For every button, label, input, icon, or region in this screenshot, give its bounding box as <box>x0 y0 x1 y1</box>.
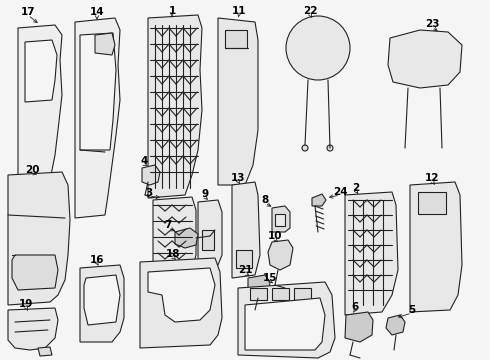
Polygon shape <box>75 18 120 218</box>
Text: 12: 12 <box>425 173 439 183</box>
Text: 2: 2 <box>352 183 360 193</box>
Text: 21: 21 <box>238 265 252 275</box>
Bar <box>272 288 289 300</box>
Polygon shape <box>345 312 373 342</box>
Polygon shape <box>8 172 70 305</box>
Text: 6: 6 <box>351 302 359 312</box>
Text: 5: 5 <box>408 305 416 315</box>
Polygon shape <box>80 33 116 150</box>
Polygon shape <box>95 33 115 55</box>
Polygon shape <box>238 282 335 358</box>
Polygon shape <box>38 347 52 356</box>
Text: 1: 1 <box>169 6 175 16</box>
Text: 22: 22 <box>303 6 317 16</box>
Bar <box>418 192 446 214</box>
Text: 18: 18 <box>166 249 180 259</box>
Bar <box>275 214 285 226</box>
Polygon shape <box>84 275 120 325</box>
Text: 16: 16 <box>90 255 104 265</box>
Polygon shape <box>268 240 293 270</box>
Bar <box>250 288 267 300</box>
Polygon shape <box>248 275 270 298</box>
Polygon shape <box>232 182 260 278</box>
Polygon shape <box>12 255 58 290</box>
Polygon shape <box>410 182 462 312</box>
Text: 19: 19 <box>19 299 33 309</box>
Polygon shape <box>140 258 222 348</box>
Polygon shape <box>198 200 222 267</box>
Text: 17: 17 <box>21 7 35 17</box>
Circle shape <box>327 145 333 151</box>
Text: 4: 4 <box>140 156 147 166</box>
Polygon shape <box>148 268 215 322</box>
Polygon shape <box>142 165 160 185</box>
Text: 23: 23 <box>425 19 439 29</box>
Polygon shape <box>218 18 258 185</box>
Text: 13: 13 <box>231 173 245 183</box>
Polygon shape <box>80 265 124 342</box>
Bar <box>236 250 252 268</box>
Polygon shape <box>148 15 202 198</box>
Text: 24: 24 <box>333 187 347 197</box>
Polygon shape <box>25 40 57 102</box>
Polygon shape <box>18 25 62 218</box>
Bar <box>202 230 214 250</box>
Polygon shape <box>345 192 398 315</box>
Text: 14: 14 <box>90 7 104 17</box>
Polygon shape <box>272 206 290 232</box>
Polygon shape <box>386 315 405 335</box>
Text: 9: 9 <box>201 189 209 199</box>
Circle shape <box>302 145 308 151</box>
Polygon shape <box>175 228 198 248</box>
Bar <box>225 30 247 48</box>
Text: 20: 20 <box>25 165 39 175</box>
Text: 8: 8 <box>261 195 269 205</box>
Text: 11: 11 <box>232 6 246 16</box>
Polygon shape <box>153 197 196 272</box>
Bar <box>294 288 311 300</box>
Polygon shape <box>8 308 58 350</box>
Text: 7: 7 <box>164 220 171 230</box>
Polygon shape <box>388 30 462 88</box>
Polygon shape <box>245 298 325 350</box>
Polygon shape <box>22 195 50 212</box>
Text: 15: 15 <box>263 273 277 283</box>
Text: 3: 3 <box>146 188 152 198</box>
Text: 10: 10 <box>268 231 282 241</box>
Circle shape <box>286 16 350 80</box>
Polygon shape <box>312 194 326 206</box>
